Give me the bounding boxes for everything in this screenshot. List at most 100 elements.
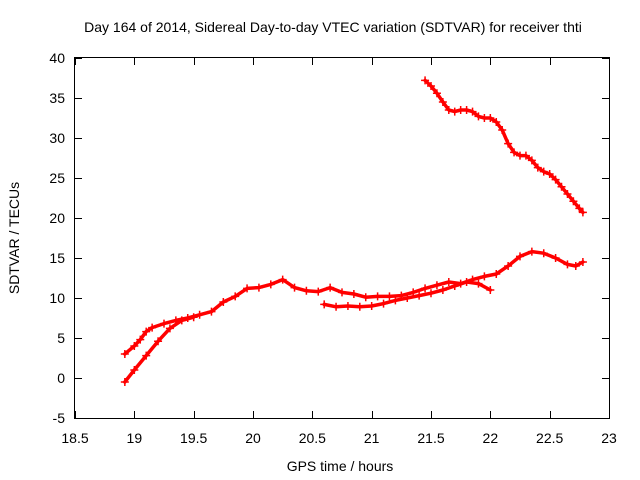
data-point [355, 302, 364, 311]
data-point [492, 270, 501, 278]
data-point [254, 283, 263, 292]
data-point [326, 283, 335, 292]
series-track-4 [421, 76, 587, 217]
data-point [545, 170, 554, 178]
data-point [142, 351, 151, 360]
series-track-2 [120, 313, 198, 386]
data-point [177, 316, 186, 325]
data-point [415, 291, 424, 300]
data-point [571, 262, 580, 270]
data-point [551, 175, 560, 184]
data-point [474, 279, 483, 288]
data-point [278, 275, 287, 284]
data-point [160, 319, 168, 328]
x-tick-label: 21 [364, 430, 380, 446]
data-point [539, 167, 548, 176]
data-point [504, 139, 513, 148]
data-point [266, 280, 275, 289]
data-point [136, 335, 145, 344]
data-point [154, 337, 163, 346]
x-tick-label: 22.5 [536, 430, 563, 446]
data-point [130, 342, 139, 350]
data-point [349, 290, 358, 298]
y-tick-label: 5 [57, 330, 65, 346]
y-tick-label: 15 [49, 250, 65, 266]
y-tick-label: 25 [49, 170, 65, 186]
data-point [557, 182, 566, 191]
data-point [361, 293, 370, 302]
x-tick-label: 22 [483, 430, 499, 446]
x-tick-label: 19 [127, 430, 143, 446]
y-axis-label: SDTVAR / TECUs [6, 182, 22, 294]
data-point [438, 98, 447, 106]
y-tick-label: -5 [53, 410, 66, 426]
data-point [578, 258, 587, 266]
y-tick-label: 40 [49, 50, 65, 66]
data-point [290, 283, 299, 292]
data-point [421, 284, 430, 293]
data-point [373, 292, 382, 301]
x-tick-label: 23 [601, 430, 617, 446]
data-point [498, 126, 507, 134]
data-point [427, 82, 435, 90]
data-point [450, 107, 459, 116]
y-tick-label: 20 [49, 210, 65, 226]
data-point [569, 197, 578, 206]
data-point [527, 156, 536, 165]
y-tick-label: 10 [49, 290, 65, 306]
data-point [207, 307, 216, 316]
data-point [539, 249, 548, 258]
series-track-3 [320, 278, 495, 311]
data-point [314, 287, 323, 296]
data-point [492, 118, 501, 126]
data-point [189, 313, 198, 322]
data-point [195, 310, 204, 319]
data-point [343, 302, 352, 310]
data-point [427, 289, 435, 298]
data-point [432, 89, 441, 98]
data-point [142, 327, 151, 336]
data-point [444, 278, 453, 286]
series-layer [120, 76, 587, 386]
series-line [123, 249, 585, 356]
data-point [332, 302, 341, 311]
data-point [504, 262, 513, 270]
x-tick-label: 21.5 [417, 430, 444, 446]
data-point [231, 292, 240, 301]
data-point [444, 106, 453, 114]
data-point [165, 324, 174, 333]
data-point [575, 204, 584, 213]
data-point [521, 151, 530, 160]
data-point [551, 254, 560, 262]
data-point [486, 286, 495, 294]
data-point [432, 281, 441, 290]
data-point [379, 299, 388, 308]
data-point [391, 296, 400, 305]
data-point [302, 286, 311, 295]
data-point [578, 208, 587, 217]
data-point [533, 163, 542, 172]
y-tick-label: 0 [57, 370, 65, 386]
data-point [516, 252, 524, 261]
data-point [130, 366, 139, 374]
data-point [510, 148, 519, 157]
x-axis: 18.5 19 19.5 20 20.5 21 21.5 22 22.5 23 [61, 58, 617, 446]
data-point [468, 107, 477, 116]
data-point [563, 260, 572, 269]
data-point [403, 294, 412, 302]
x-tick-label: 18.5 [61, 430, 88, 446]
data-point [474, 112, 483, 121]
data-point [438, 286, 447, 294]
data-point [148, 323, 157, 332]
data-point [120, 378, 129, 386]
data-point [367, 302, 376, 310]
data-point [486, 114, 495, 122]
series-track-1 [120, 247, 587, 358]
chart-title: Day 164 of 2014, Sidereal Day-to-day VTE… [84, 19, 582, 35]
data-point [563, 190, 572, 198]
data-point [421, 76, 430, 85]
data-point [385, 292, 394, 301]
y-tick-label: 30 [49, 130, 65, 146]
x-tick-label: 20 [245, 430, 261, 446]
